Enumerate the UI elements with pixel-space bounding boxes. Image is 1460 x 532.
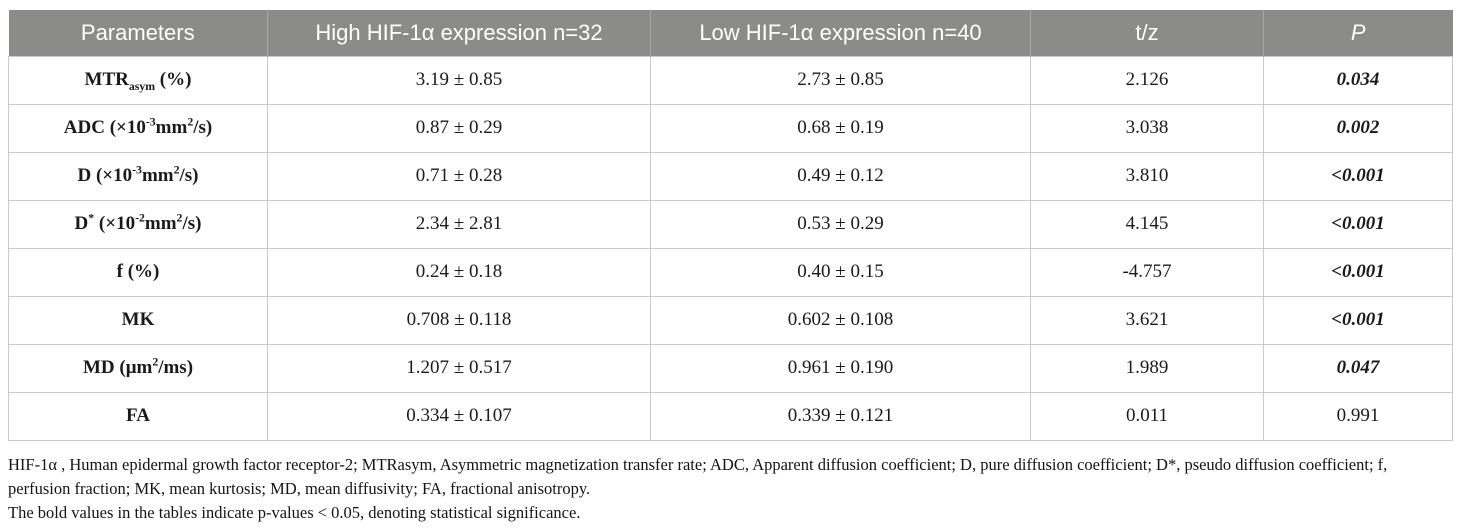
table-header: Parameters High HIF-1α expression n=32 L… — [8, 10, 1453, 56]
parameter-cell: f (%) — [8, 247, 268, 297]
low-expression-value-cell: 0.49 ± 0.12 — [650, 151, 1031, 201]
table-row: ADC (×10-3mm2/s) 0.87 ± 0.29 0.68 ± 0.19 3.… — [8, 103, 1453, 153]
p-value-cell: 0.991 — [1263, 391, 1453, 441]
low-expression-value-cell: 0.961 ± 0.190 — [650, 343, 1031, 393]
high-expression-value-cell: 0.24 ± 0.18 — [267, 247, 651, 297]
tz-value-cell: 3.810 — [1030, 151, 1264, 201]
p-value-cell: <0.001 — [1263, 295, 1453, 345]
col-header-parameters: Parameters — [8, 10, 268, 56]
table-row: f (%) 0.24 ± 0.18 0.40 ± 0.15 -4.757 <0.001 — [8, 247, 1453, 297]
p-value-cell: <0.001 — [1263, 199, 1453, 249]
p-value-cell: 0.047 — [1263, 343, 1453, 393]
tz-value-cell: 3.038 — [1030, 103, 1264, 153]
high-expression-value-cell: 0.87 ± 0.29 — [267, 103, 651, 153]
high-expression-value-cell: 0.71 ± 0.28 — [267, 151, 651, 201]
parameter-cell: MTRasym (%) — [8, 55, 268, 105]
p-value-cell: <0.001 — [1263, 151, 1453, 201]
header-row: Parameters High HIF-1α expression n=32 L… — [8, 10, 1453, 56]
low-expression-value-cell: 0.602 ± 0.108 — [650, 295, 1031, 345]
low-expression-value-cell: 0.68 ± 0.19 — [650, 103, 1031, 153]
low-expression-value-cell: 2.73 ± 0.85 — [650, 55, 1031, 105]
p-value-cell: 0.002 — [1263, 103, 1453, 153]
table-row: FA 0.334 ± 0.107 0.339 ± 0.121 0.011 0.991 — [8, 391, 1453, 441]
tz-value-cell: 1.989 — [1030, 343, 1264, 393]
tz-value-cell: 3.621 — [1030, 295, 1264, 345]
footnote-abbreviations: HIF-1α , Human epidermal growth factor r… — [8, 454, 1388, 498]
col-header-high-expression: High HIF-1α expression n=32 — [267, 10, 651, 56]
table-row: D* (×10-2mm2/s) 2.34 ± 2.81 0.53 ± 0.29 4.1… — [8, 199, 1453, 249]
table-row: MD (μm2/ms) 1.207 ± 0.517 0.961 ± 0.190 1.9… — [8, 343, 1453, 393]
col-header-p: P — [1263, 10, 1453, 56]
table-row: MK 0.708 ± 0.118 0.602 ± 0.108 3.621 <0.001 — [8, 295, 1453, 345]
high-expression-value-cell: 2.34 ± 2.81 — [267, 199, 651, 249]
parameter-cell: MK — [8, 295, 268, 345]
footnote-significance-note: The bold values in the tables indicate p… — [8, 502, 581, 522]
p-value-cell: <0.001 — [1263, 247, 1453, 297]
high-expression-value-cell: 3.19 ± 0.85 — [267, 55, 651, 105]
tz-value-cell: 2.126 — [1030, 55, 1264, 105]
low-expression-value-cell: 0.40 ± 0.15 — [650, 247, 1031, 297]
tz-value-cell: -4.757 — [1030, 247, 1264, 297]
table-row: D (×10-3mm2/s) 0.71 ± 0.28 0.49 ± 0.12 3.81… — [8, 151, 1453, 201]
col-header-low-expression: Low HIF-1α expression n=40 — [650, 10, 1031, 56]
table-row: MTRasym (%) 3.19 ± 0.85 2.73 ± 0.85 2.126 0.… — [8, 55, 1453, 105]
high-expression-value-cell: 0.334 ± 0.107 — [267, 391, 651, 441]
p-value-cell: 0.034 — [1263, 55, 1453, 105]
parameter-cell: ADC (×10-3mm2/s) — [8, 103, 268, 153]
parameter-cell: MD (μm2/ms) — [8, 343, 268, 393]
col-header-tz: t/z — [1030, 10, 1264, 56]
table-body: MTRasym (%) 3.19 ± 0.85 2.73 ± 0.85 2.126 0.… — [8, 55, 1453, 441]
parameter-cell: D (×10-3mm2/s) — [8, 151, 268, 201]
high-expression-value-cell: 0.708 ± 0.118 — [267, 295, 651, 345]
tz-value-cell: 4.145 — [1030, 199, 1264, 249]
low-expression-value-cell: 0.339 ± 0.121 — [650, 391, 1031, 441]
parameter-cell: FA — [8, 391, 268, 441]
high-expression-value-cell: 1.207 ± 0.517 — [267, 343, 651, 393]
low-expression-value-cell: 0.53 ± 0.29 — [650, 199, 1031, 249]
table-footnotes: HIF-1α , Human epidermal growth factor r… — [8, 441, 1452, 525]
results-table: Parameters High HIF-1α expression n=32 L… — [8, 10, 1453, 441]
tz-value-cell: 0.011 — [1030, 391, 1264, 441]
parameter-cell: D* (×10-2mm2/s) — [8, 199, 268, 249]
